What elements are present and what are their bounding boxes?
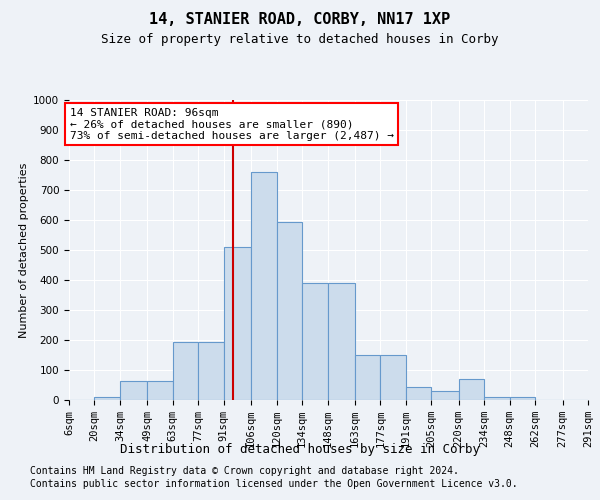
- Bar: [355, 355, 380, 400]
- Bar: [224, 247, 251, 400]
- Bar: [251, 172, 277, 400]
- Bar: [302, 283, 328, 400]
- Bar: [94, 397, 120, 400]
- Text: Contains public sector information licensed under the Open Government Licence v3: Contains public sector information licen…: [30, 479, 518, 489]
- Bar: [380, 355, 406, 400]
- Bar: [148, 380, 173, 400]
- Y-axis label: Number of detached properties: Number of detached properties: [19, 162, 29, 338]
- Text: Distribution of detached houses by size in Corby: Distribution of detached houses by size …: [120, 442, 480, 456]
- Bar: [509, 397, 535, 400]
- Bar: [120, 380, 148, 400]
- Text: 14, STANIER ROAD, CORBY, NN17 1XP: 14, STANIER ROAD, CORBY, NN17 1XP: [149, 12, 451, 28]
- Bar: [173, 342, 198, 400]
- Bar: [328, 283, 355, 400]
- Bar: [459, 379, 484, 400]
- Text: Contains HM Land Registry data © Crown copyright and database right 2024.: Contains HM Land Registry data © Crown c…: [30, 466, 459, 476]
- Bar: [277, 222, 302, 400]
- Bar: [431, 391, 459, 400]
- Text: Size of property relative to detached houses in Corby: Size of property relative to detached ho…: [101, 32, 499, 46]
- Text: 14 STANIER ROAD: 96sqm
← 26% of detached houses are smaller (890)
73% of semi-de: 14 STANIER ROAD: 96sqm ← 26% of detached…: [70, 108, 394, 140]
- Bar: [484, 397, 509, 400]
- Bar: [406, 386, 431, 400]
- Bar: [198, 342, 224, 400]
